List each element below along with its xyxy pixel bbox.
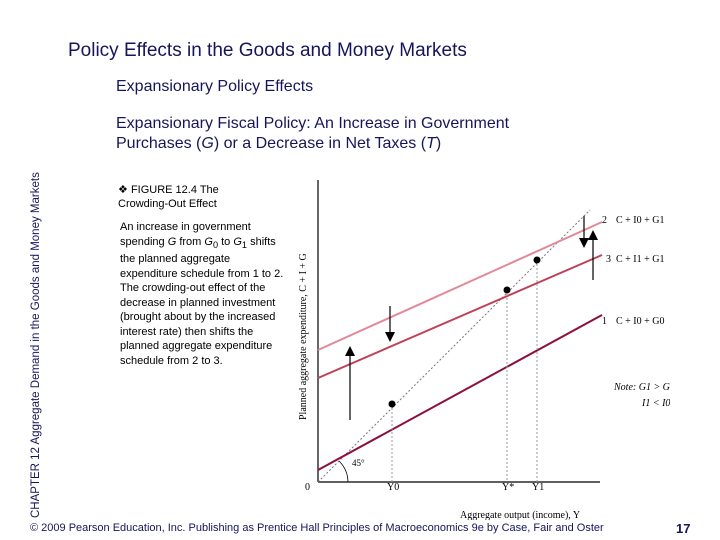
crowding-out-diagram: Planned aggregate expenditure, C + I + G… [298,180,670,520]
figure-caption: ❖ FIGURE 12.4 The Crowding-Out Effect [118,183,258,211]
circled-bullet-icon: ❖ [118,184,128,196]
line-3-label: C + I1 + G1 [616,254,665,265]
x-axis-label: Aggregate output (income), Y [460,510,580,520]
page-number: 17 [676,521,691,536]
expenditure-line-1 [317,314,603,471]
line-1-label: C + I0 + G0 [616,316,665,327]
y-axis-label: Planned aggregate expenditure, C + I + G [298,253,309,420]
subtitle-text-1: Expansionary Fiscal Policy: An Increase … [116,115,510,152]
section-title: Expansionary Policy Effects [116,78,314,95]
subtitle-text-3: ) [435,135,442,152]
line-1-number: 1 [602,316,607,327]
expenditure-line-2 [317,221,603,351]
x-tick-ystar: Y* [502,482,514,493]
x-tick-y1: Y1 [532,482,544,493]
45-degree-line [317,209,591,483]
shift-down-arrowhead-left [385,332,395,342]
shift-down-arrowhead-right [579,238,589,248]
origin-label: 0 [305,482,310,493]
slide-title: Policy Effects in the Goods and Money Ma… [68,40,467,61]
chapter-sidebar-label: CHAPTER 12 Aggregate Demand in the Goods… [30,172,42,518]
line-2-number: 2 [602,215,607,226]
angle-arc [338,460,349,483]
equilibrium-point-y0 [388,400,396,408]
x-tick-y0: Y0 [387,482,399,493]
figure-description: An increase in government spending G fro… [120,221,284,367]
angle-label: 45° [352,458,365,468]
shift-up-arrowhead-left [345,346,355,356]
note-line-2: I1 < I0 [641,398,670,409]
note-line-1: Note: G1 > G0 [613,382,670,393]
copyright-footer: © 2009 Pearson Education, Inc. Publishin… [30,522,604,534]
subtitle-text-2: ) or a Decrease in Net Taxes ( [213,135,427,152]
equilibrium-point-ystar [503,286,511,294]
subtitle-t-symbol: T [426,135,436,152]
equilibrium-point-y1 [533,256,541,264]
figure-caption-line1: FIGURE 12.4 The [130,184,219,196]
shift-up-arrowhead-right [588,230,598,240]
subtitle-g-symbol: G [201,135,214,152]
line-3-number: 3 [606,254,611,265]
expenditure-line-3 [317,254,603,379]
slide-subtitle: Expansionary Fiscal Policy: An Increase … [116,114,586,154]
figure-caption-line2: Crowding-Out Effect [118,198,217,210]
line-2-label: C + I0 + G1 [616,215,665,226]
